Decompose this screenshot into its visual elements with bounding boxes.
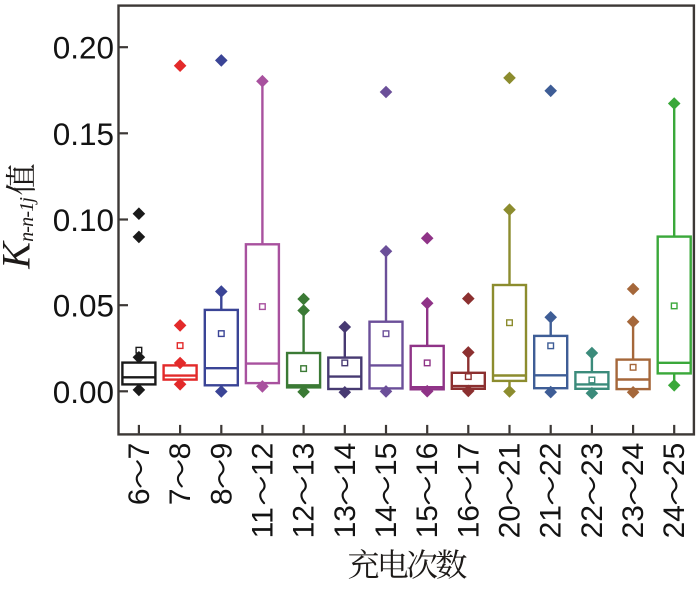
svg-text:16: 16 bbox=[411, 443, 444, 476]
svg-text:9: 9 bbox=[205, 443, 238, 460]
svg-text:12: 12 bbox=[246, 443, 279, 476]
svg-text:23: 23 bbox=[576, 443, 609, 476]
svg-text:24: 24 bbox=[658, 505, 691, 538]
svg-text:20: 20 bbox=[494, 505, 527, 538]
svg-text:8: 8 bbox=[205, 488, 238, 505]
svg-text:14: 14 bbox=[370, 505, 403, 538]
svg-text:25: 25 bbox=[658, 443, 691, 476]
svg-text:6: 6 bbox=[123, 488, 156, 505]
svg-text:13: 13 bbox=[288, 443, 321, 476]
svg-text:22: 22 bbox=[576, 505, 609, 538]
svg-text:23: 23 bbox=[617, 505, 650, 538]
svg-text:21: 21 bbox=[494, 443, 527, 476]
svg-text:17: 17 bbox=[452, 443, 485, 476]
svg-text:0.20: 0.20 bbox=[53, 30, 114, 66]
svg-text:13: 13 bbox=[329, 505, 362, 538]
svg-text:12: 12 bbox=[288, 505, 321, 538]
svg-text:8: 8 bbox=[164, 443, 197, 460]
svg-text:K: K bbox=[0, 240, 39, 270]
svg-text:7: 7 bbox=[164, 488, 197, 505]
svg-text:15: 15 bbox=[411, 505, 444, 538]
svg-text:11: 11 bbox=[246, 507, 279, 538]
svg-text:0.00: 0.00 bbox=[53, 374, 114, 410]
svg-text:0.15: 0.15 bbox=[53, 116, 114, 152]
svg-text:24: 24 bbox=[617, 443, 650, 476]
svg-text:16: 16 bbox=[452, 505, 485, 538]
svg-text:0.05: 0.05 bbox=[53, 288, 114, 324]
svg-text:7: 7 bbox=[123, 443, 156, 460]
svg-text:14: 14 bbox=[329, 443, 362, 476]
svg-text:n-n-1j: n-n-1j bbox=[16, 197, 38, 242]
svg-text:21: 21 bbox=[535, 505, 568, 538]
svg-text:22: 22 bbox=[535, 443, 568, 476]
svg-text:15: 15 bbox=[370, 443, 403, 476]
svg-text:0.10: 0.10 bbox=[53, 202, 114, 238]
